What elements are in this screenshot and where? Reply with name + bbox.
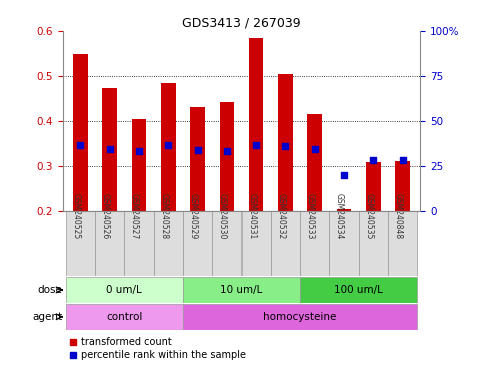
Legend: transformed count, percentile rank within the sample: transformed count, percentile rank withi… [68,335,248,362]
Bar [359,211,388,276]
Bar [183,304,417,330]
Bar [154,211,183,276]
Bar [212,211,242,276]
Bar [271,211,300,276]
Text: GSM240527: GSM240527 [130,193,139,239]
Text: GSM240535: GSM240535 [364,193,373,239]
Point [135,148,143,154]
Text: control: control [106,312,142,322]
Text: GSM240534: GSM240534 [335,193,344,239]
Bar [388,211,417,276]
Point [194,147,201,153]
Title: GDS3413 / 267039: GDS3413 / 267039 [182,17,301,30]
Bar [307,114,322,211]
Text: GSM240533: GSM240533 [306,193,315,239]
Point [369,157,377,163]
Text: 10 um/L: 10 um/L [220,285,263,295]
Text: GSM240532: GSM240532 [276,193,285,239]
Bar [102,88,117,211]
Bar [300,211,329,276]
Text: GSM240531: GSM240531 [247,193,256,239]
Text: GSM240529: GSM240529 [188,193,198,239]
Bar [183,211,212,276]
Point [164,142,172,148]
Point [223,148,231,154]
Bar [124,211,154,276]
Bar [95,211,124,276]
Point [76,142,84,148]
Point [106,146,114,152]
Text: GSM240848: GSM240848 [394,193,403,239]
Bar [329,211,359,276]
Text: GSM240526: GSM240526 [100,193,110,239]
Bar [66,277,183,303]
Bar [73,54,88,211]
Text: homocysteine: homocysteine [263,312,337,322]
Bar [66,304,183,330]
Bar [366,162,381,211]
Point [311,146,319,152]
Bar [278,74,293,211]
Bar [220,102,234,211]
Text: 100 um/L: 100 um/L [334,285,383,295]
Point [399,157,407,163]
Point [340,172,348,178]
Bar [395,161,410,211]
Bar [190,108,205,211]
Text: 0 um/L: 0 um/L [106,285,142,295]
Text: GSM240528: GSM240528 [159,193,168,239]
Text: agent: agent [32,312,62,322]
Bar [300,277,417,303]
Point [282,143,289,149]
Text: GSM240525: GSM240525 [71,193,80,239]
Bar [242,211,271,276]
Point [252,142,260,148]
Bar [337,209,351,211]
Bar [183,277,300,303]
Bar [249,38,263,211]
Bar [132,119,146,211]
Bar [161,83,176,211]
Text: GSM240530: GSM240530 [218,193,227,239]
Text: dose: dose [37,285,62,295]
Bar [66,211,95,276]
